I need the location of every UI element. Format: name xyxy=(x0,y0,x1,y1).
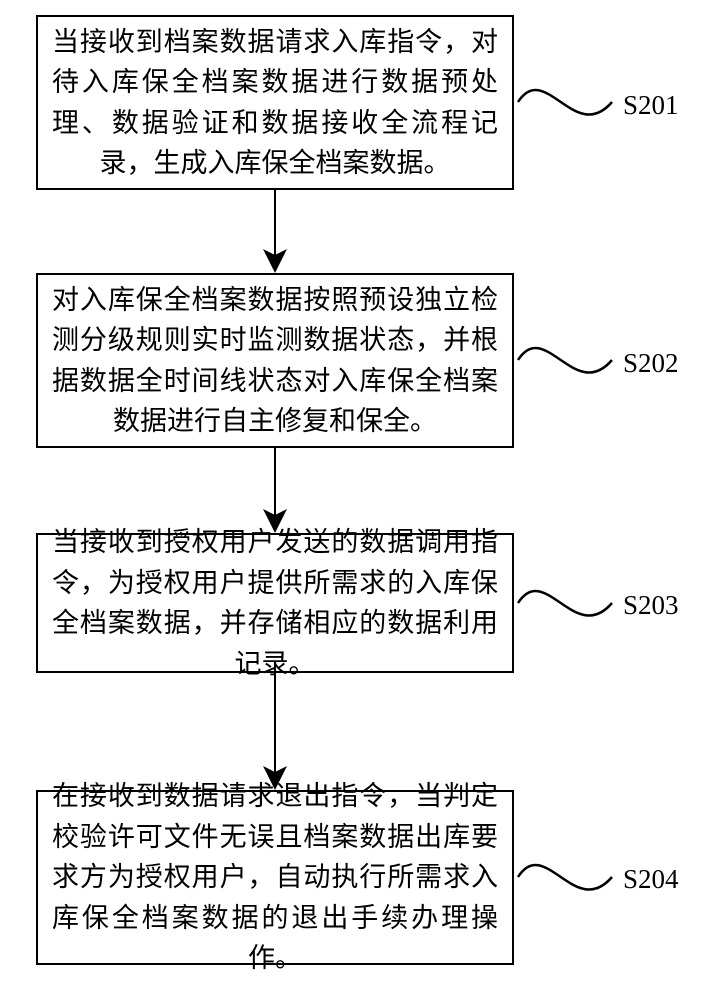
brace-s201-wave xyxy=(518,90,612,115)
connectors-svg xyxy=(0,0,727,1000)
brace-s203-wave xyxy=(518,591,612,616)
brace-s202-wave xyxy=(518,348,612,373)
brace-s204-wave xyxy=(518,865,612,890)
